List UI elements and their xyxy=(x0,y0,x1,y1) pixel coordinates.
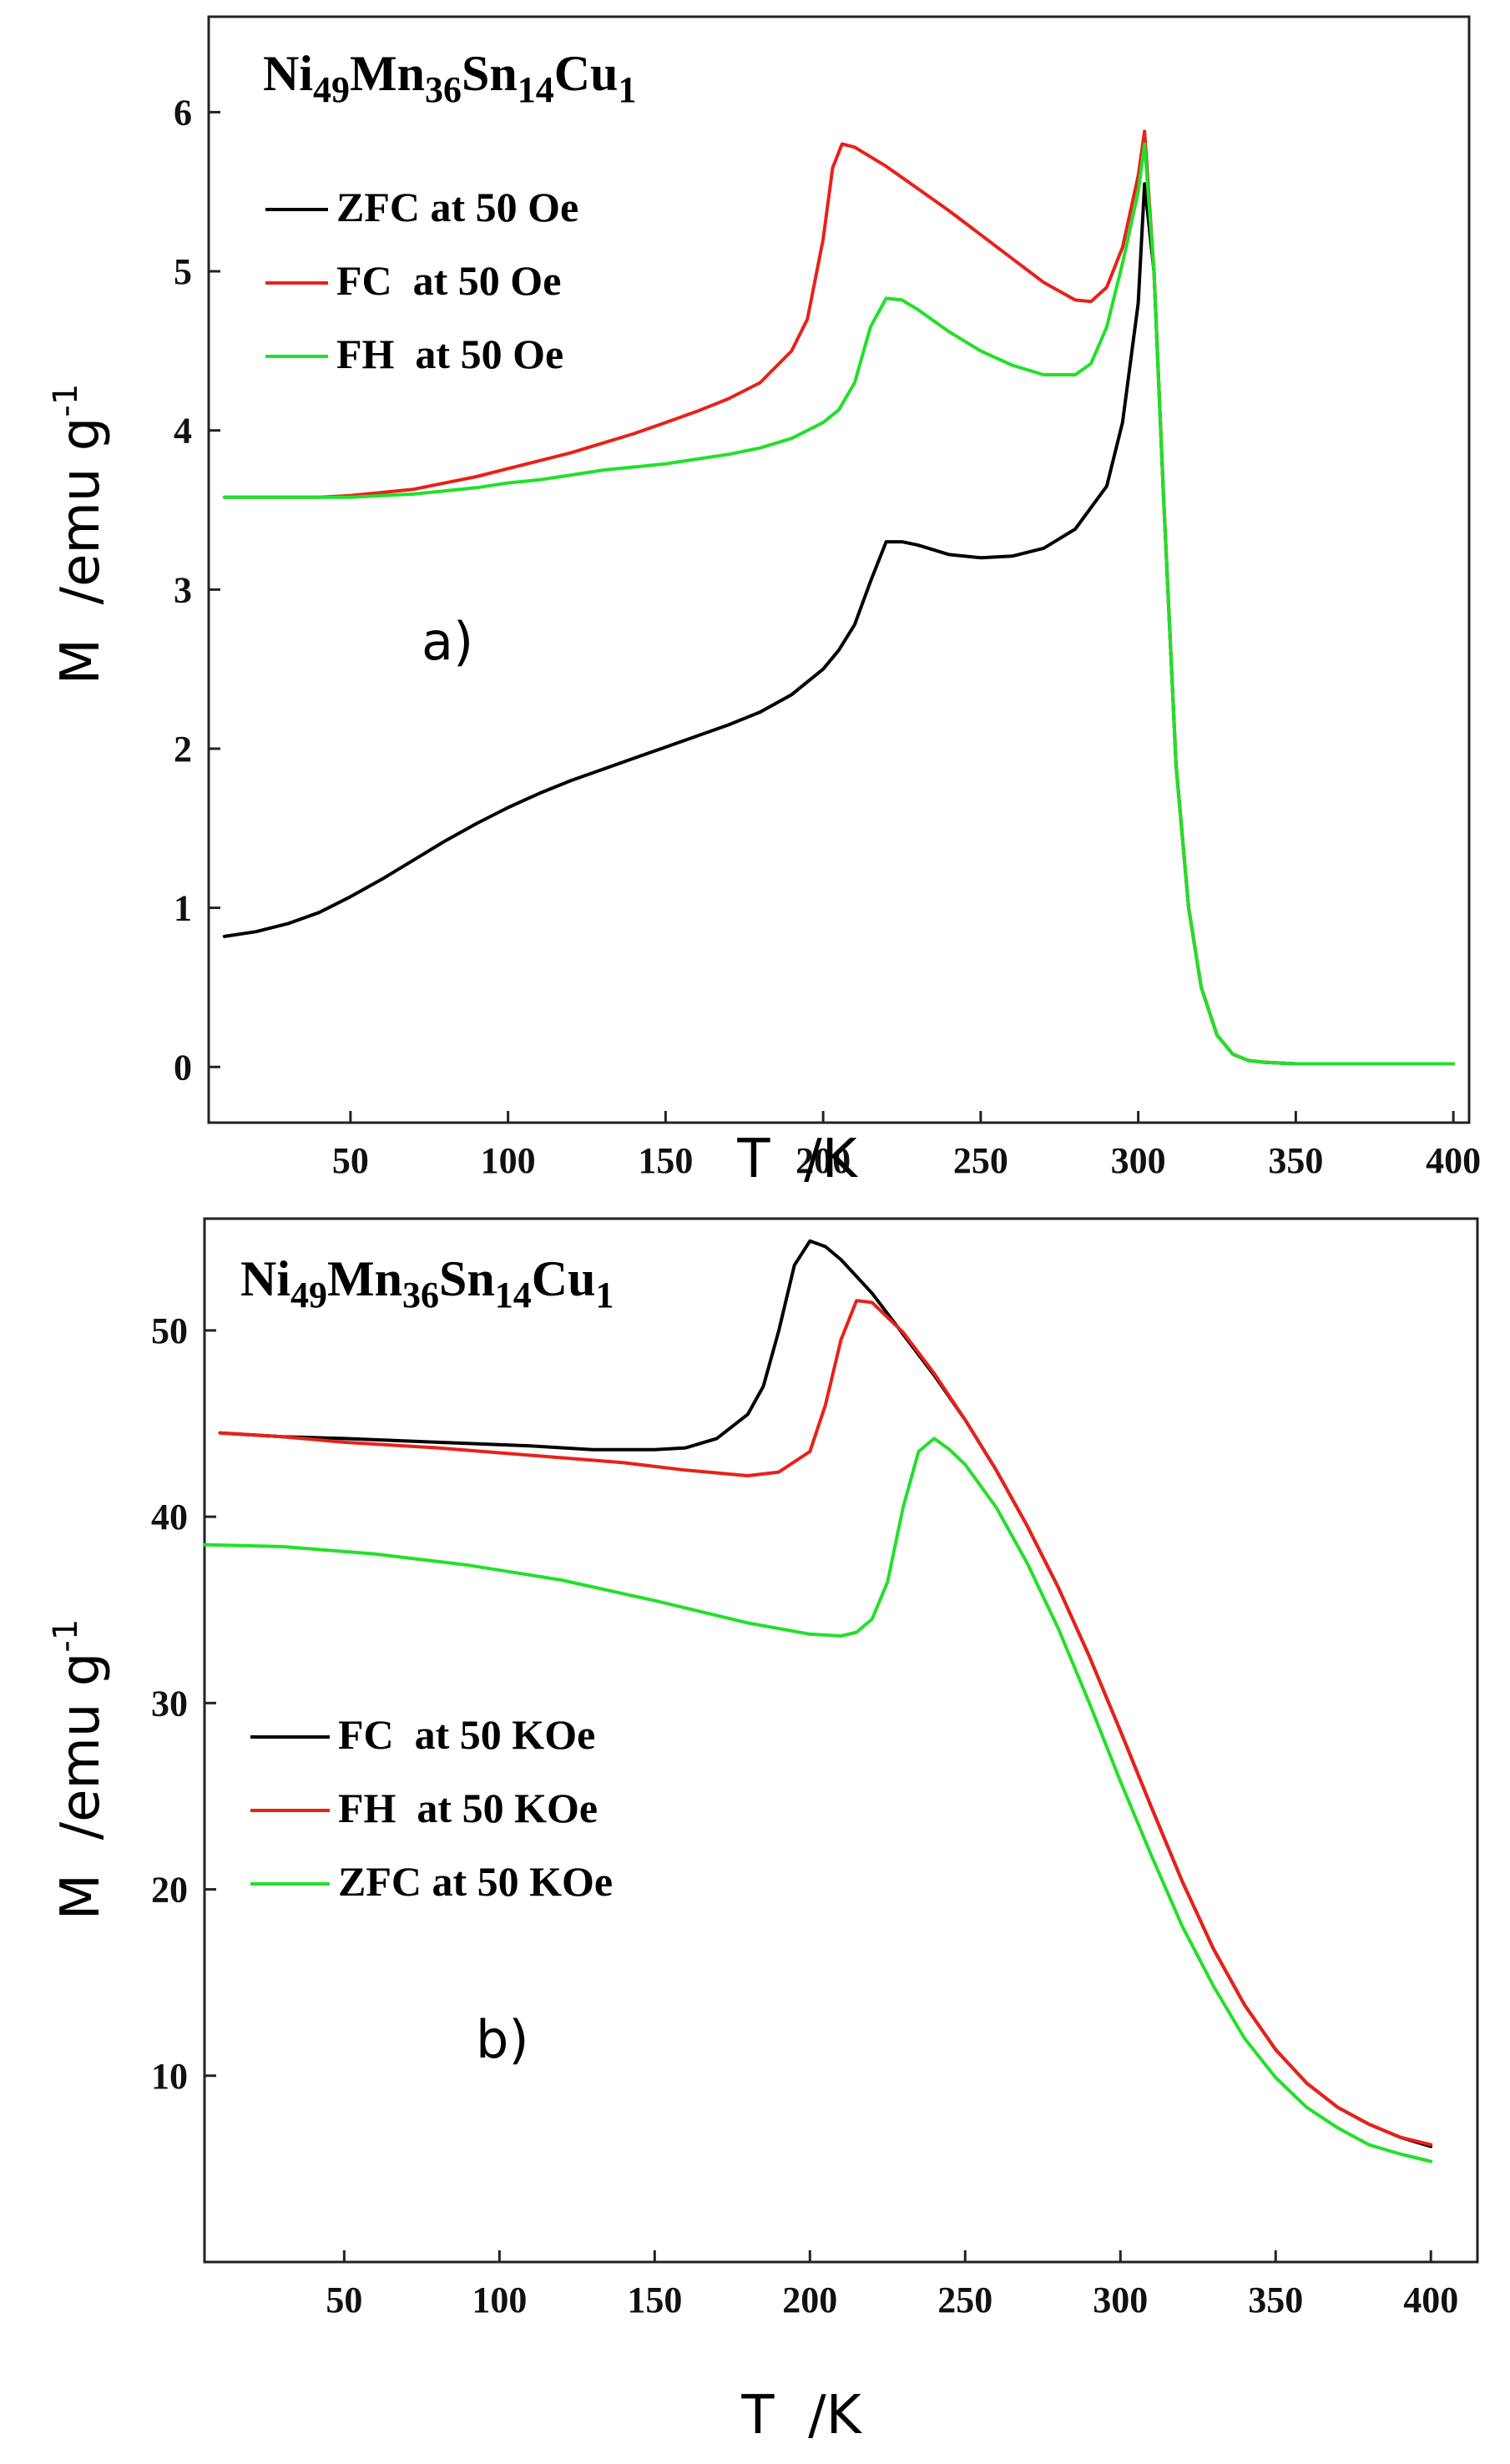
x-tick-label: 350 xyxy=(1268,1140,1323,1181)
y-tick-label: 1 xyxy=(174,888,192,929)
legend-label: FC at 50 KOe xyxy=(338,1711,595,1758)
series-line-2 xyxy=(203,1436,1433,2164)
formula-element: Sn xyxy=(439,1251,495,1306)
y-axis-label: M /emu g-1 xyxy=(47,384,112,685)
y-axis-label-text: M /emu g xyxy=(50,417,112,685)
x-tick-label: 50 xyxy=(332,1140,369,1181)
legend-label: ZFC at 50 KOe xyxy=(338,1858,613,1905)
formula-element: Ni xyxy=(263,46,313,101)
x-tick-label: 300 xyxy=(1111,1140,1166,1181)
x-tick-label: 250 xyxy=(953,1140,1008,1181)
legend-label: ZFC at 50 Oe xyxy=(336,184,578,230)
y-tick-label: 0 xyxy=(174,1047,192,1088)
y-tick-label: 6 xyxy=(174,92,192,133)
plot-frame xyxy=(203,1217,1479,2264)
x-tick-label: 400 xyxy=(1426,1140,1481,1181)
panel-b-chart: 50 100 150 200 250 300 350 400 10 20 30 40 50 T /K M /… xyxy=(47,1217,1479,2446)
x-tick-label: 150 xyxy=(627,2280,682,2320)
legend-label: FC at 50 Oe xyxy=(336,257,561,304)
y-axis-label-group: M /emu g-1 xyxy=(47,384,112,685)
x-tick-label: 150 xyxy=(638,1140,693,1181)
formula-subscript: 36 xyxy=(402,1275,439,1315)
x-axis-label: T /K xyxy=(740,2385,862,2446)
legend-label: FH at 50 KOe xyxy=(338,1785,598,1831)
formula-subscript: 49 xyxy=(290,1275,327,1315)
formula-element: Ni xyxy=(240,1251,290,1306)
legend-label: FH at 50 Oe xyxy=(336,331,563,377)
panel-label: a) xyxy=(422,611,473,672)
formula-subscript: 14 xyxy=(518,69,554,110)
y-tick-label: 40 xyxy=(151,1497,188,1537)
compound-formula: Ni49Mn36Sn14Cu1 xyxy=(240,1251,614,1315)
y-tick-label: 50 xyxy=(151,1310,188,1351)
formula-element: Mn xyxy=(327,1251,402,1306)
x-tick-label: 200 xyxy=(795,1140,851,1181)
panel-a-chart: 50 100 150 200 250 300 350 400 0 1 2 3 4 5 6 T /K M /emu… xyxy=(47,15,1481,1190)
x-axis-label: T /K xyxy=(736,1128,858,1190)
plot-frame xyxy=(207,15,1471,1124)
panel-label: b) xyxy=(476,2009,529,2070)
y-axis-label: M /emu g-1 xyxy=(47,1619,112,1921)
compound-formula: Ni49Mn36Sn14Cu1 xyxy=(263,46,636,110)
x-tick-label: 50 xyxy=(326,2280,362,2320)
formula-element: Sn xyxy=(462,46,518,101)
x-tick-label: 200 xyxy=(782,2280,837,2320)
y-tick-label: 10 xyxy=(151,2056,188,2097)
x-tick-label: 100 xyxy=(472,2280,527,2320)
formula-subscript: 36 xyxy=(425,69,462,110)
series-line-1 xyxy=(218,1299,1433,2147)
y-tick-label: 20 xyxy=(151,1870,188,1911)
y-tick-label: 3 xyxy=(174,569,192,610)
series-line-2 xyxy=(222,142,1456,1066)
formula-subscript: 14 xyxy=(495,1275,532,1315)
y-tick-label: 30 xyxy=(151,1683,188,1724)
y-tick-label: 5 xyxy=(174,251,192,292)
y-axis-label-group: M /emu g-1 xyxy=(47,1619,112,1921)
x-tick-label: 250 xyxy=(937,2280,992,2320)
x-tick-label: 100 xyxy=(481,1140,536,1181)
formula-element: Cu xyxy=(554,46,619,101)
y-tick-label: 2 xyxy=(174,729,192,770)
y-axis-label-superscript: -1 xyxy=(47,1619,85,1653)
y-axis-label-text: M /emu g xyxy=(50,1653,112,1921)
x-tick-label: 350 xyxy=(1248,2280,1303,2320)
y-axis-label-superscript: -1 xyxy=(47,384,85,417)
y-tick-label: 4 xyxy=(174,411,192,452)
formula-element: Mn xyxy=(350,46,425,101)
formula-subscript: 1 xyxy=(618,69,636,110)
formula-subscript: 49 xyxy=(313,69,350,110)
formula-element: Cu xyxy=(532,1251,596,1306)
x-tick-label: 300 xyxy=(1093,2280,1148,2320)
x-tick-label: 400 xyxy=(1403,2280,1458,2320)
formula-subscript: 1 xyxy=(595,1275,614,1315)
